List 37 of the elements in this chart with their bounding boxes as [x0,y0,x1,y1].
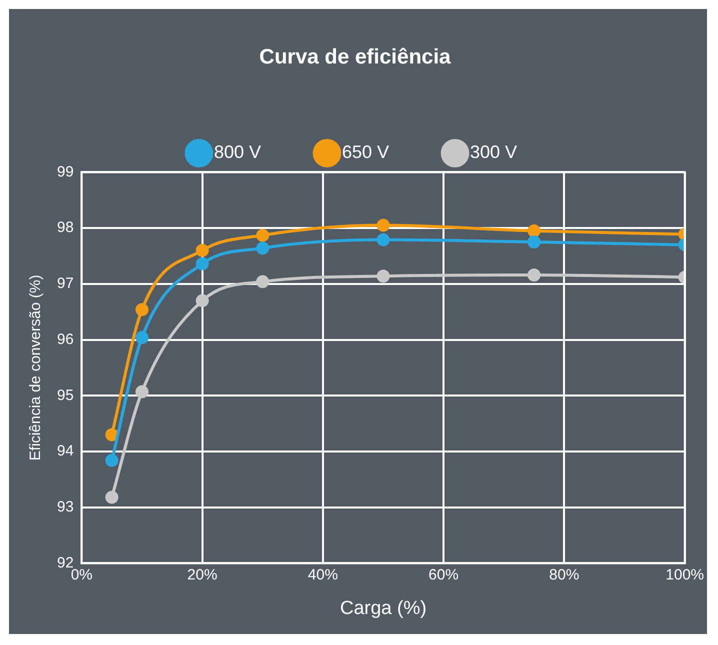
point [256,242,270,255]
chart-title: Curva de eficiência [259,45,452,68]
legend-label: 650 V [342,142,390,162]
x-tick-label: 60% [428,566,459,584]
x-axis-title: Carga (%) [340,598,427,619]
point [376,218,390,232]
x-tick-label: 80% [549,566,580,584]
point [376,233,390,246]
x-tick-label: 100% [666,566,704,584]
x-tick-label: 20% [187,566,218,584]
point [136,385,148,398]
y-tick-label: 93 [56,498,74,516]
y-tick-label: 95 [56,386,74,404]
x-tick-label: 40% [308,566,338,584]
point [196,244,209,257]
point [528,236,541,249]
point [528,224,541,238]
x-tick-label: 0% [70,566,93,584]
legend-label: 800 V [214,142,261,162]
y-tick-label: 99 [56,163,74,180]
y-axis-title: Eficiência de conversão (%) [27,274,44,461]
point [256,275,270,288]
point [528,268,541,282]
point [105,490,118,504]
y-tick-label: 98 [56,219,74,236]
y-tick-label: 97 [56,275,74,292]
point [376,270,390,283]
point [105,454,118,467]
y-tick-label: 94 [56,442,74,460]
point [136,331,148,344]
point [105,428,118,442]
point [196,257,209,270]
point [196,294,209,308]
point [256,228,270,242]
y-tick-label: 96 [56,330,74,348]
legend-label: 300 V [470,142,518,162]
point [136,303,148,316]
